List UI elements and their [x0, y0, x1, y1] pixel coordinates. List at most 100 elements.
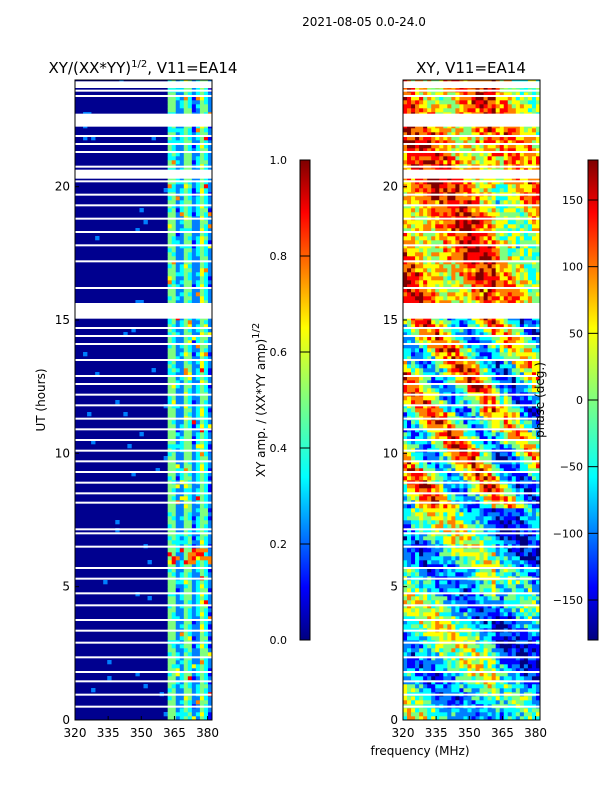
left-heatmap-cell: [199, 700, 205, 705]
left-flagged-row: [75, 449, 212, 452]
right-heatmap-cell: [447, 412, 452, 417]
right-heatmap-cell: [419, 432, 424, 437]
left-heatmap-cell: [207, 376, 213, 381]
right-heatmap-cell: [531, 568, 537, 573]
right-heatmap-cell: [527, 444, 533, 449]
left-heatmap-cell: [207, 224, 213, 229]
left-heatmap-cell: [171, 336, 177, 341]
left-heatmap-cell: [207, 588, 213, 593]
right-heatmap-cell: [435, 608, 440, 613]
right-heatmap-cell: [459, 564, 464, 569]
right-heatmap-cell: [511, 424, 517, 429]
right-heatmap-cell: [443, 472, 448, 477]
right-heatmap-cell: [467, 456, 472, 461]
left-heatmap-cell: [199, 248, 205, 253]
right-heatmap-cell: [471, 700, 476, 705]
right-heatmap-cell: [415, 444, 420, 449]
right-heatmap-cell: [463, 456, 468, 461]
right-heatmap-cell: [439, 504, 444, 509]
right-heatmap-cell: [439, 612, 444, 617]
right-heatmap-cell: [483, 548, 488, 553]
right-heatmap-cell: [467, 540, 472, 545]
right-heatmap-cell: [535, 652, 541, 657]
left-heatmap-cell: [179, 340, 185, 345]
left-heatmap-cell: [199, 364, 205, 369]
left-heatmap-cell: [183, 612, 189, 617]
right-heatmap-cell: [523, 688, 529, 693]
right-heatmap-cell: [415, 488, 420, 493]
right-heatmap-cell: [407, 584, 412, 589]
right-heatmap-cell: [503, 636, 509, 641]
right-heatmap-cell: [479, 696, 484, 701]
right-heatmap-cell: [443, 376, 448, 381]
left-heatmap-cell: [175, 360, 181, 365]
left-heatmap-cell: [187, 588, 193, 593]
right-heatmap-cell: [499, 632, 505, 637]
left-heatmap-cell: [179, 412, 185, 417]
left-heatmap-cell: [179, 408, 185, 413]
left-heatmap-cell: [195, 296, 201, 301]
right-heatmap-cell: [503, 436, 509, 441]
right-heatmap-cell: [515, 372, 521, 377]
right-heatmap-cell: [503, 688, 509, 693]
right-heatmap-cell: [455, 560, 460, 565]
right-heatmap-cell: [519, 712, 525, 717]
right-heatmap-cell: [531, 420, 537, 425]
right-heatmap-cell: [527, 488, 533, 493]
right-heatmap-cell: [503, 700, 509, 705]
right-heatmap-cell: [455, 484, 460, 489]
right-heatmap-cell: [403, 408, 408, 413]
right-heatmap-cell: [483, 396, 488, 401]
left-heatmap-cell: [167, 708, 173, 713]
right-heatmap-cell: [507, 364, 513, 369]
right-heatmap-cell: [439, 376, 444, 381]
left-heatmap-cell: [135, 228, 140, 233]
left-colorbar-tick-label: 0.4: [270, 442, 288, 455]
right-heatmap-cell: [459, 636, 464, 641]
right-heatmap-cell: [535, 696, 541, 701]
right-heatmap-cell: [403, 388, 408, 393]
left-heatmap-cell: [187, 464, 193, 469]
right-heatmap-cell: [499, 536, 505, 541]
right-heatmap-cell: [527, 476, 533, 481]
right-heatmap-cell: [443, 584, 448, 589]
left-heatmap-cell: [171, 332, 177, 337]
left-heatmap-cell: [199, 100, 205, 105]
left-heatmap-cell: [191, 504, 197, 509]
left-heatmap-cell: [199, 320, 205, 325]
left-heatmap-cell: [195, 284, 201, 289]
right-heatmap-cell: [479, 560, 484, 565]
right-heatmap-cell: [439, 396, 444, 401]
left-heatmap-cell: [187, 208, 193, 213]
right-heatmap-cell: [463, 572, 468, 577]
left-heatmap-cell: [167, 440, 173, 445]
left-heatmap-cell: [139, 432, 144, 437]
right-heatmap-cell: [531, 708, 537, 713]
left-heatmap-cell: [179, 472, 185, 477]
left-heatmap-cell: [207, 596, 213, 601]
right-heatmap-cell: [491, 688, 496, 693]
left-heatmap-cell: [187, 188, 193, 193]
left-heatmap-cell: [203, 96, 209, 101]
left-plot-frame: [74, 79, 213, 721]
right-heatmap-cell: [419, 688, 424, 693]
right-heatmap-cell: [475, 396, 480, 401]
right-heatmap-cell: [415, 552, 420, 557]
right-heatmap-cell: [475, 584, 480, 589]
right-heatmap-cell: [431, 580, 436, 585]
right-heatmap-cell: [431, 624, 436, 629]
left-heatmap-cell: [187, 340, 193, 345]
left-heatmap-cell: [171, 104, 177, 109]
right-heatmap-cell: [519, 648, 525, 653]
right-heatmap-cell: [487, 624, 492, 629]
left-heatmap-cell: [187, 272, 193, 277]
right-heatmap-cell: [491, 364, 496, 369]
right-heatmap-cell: [475, 688, 480, 693]
right-heatmap-cell: [495, 648, 501, 653]
left-flagged-row: [75, 629, 212, 632]
left-heatmap-cell: [203, 608, 209, 613]
left-heatmap-cell: [203, 472, 209, 477]
left-heatmap-cell: [167, 608, 173, 613]
right-heatmap-cell: [463, 668, 468, 673]
right-heatmap-cell: [499, 488, 505, 493]
